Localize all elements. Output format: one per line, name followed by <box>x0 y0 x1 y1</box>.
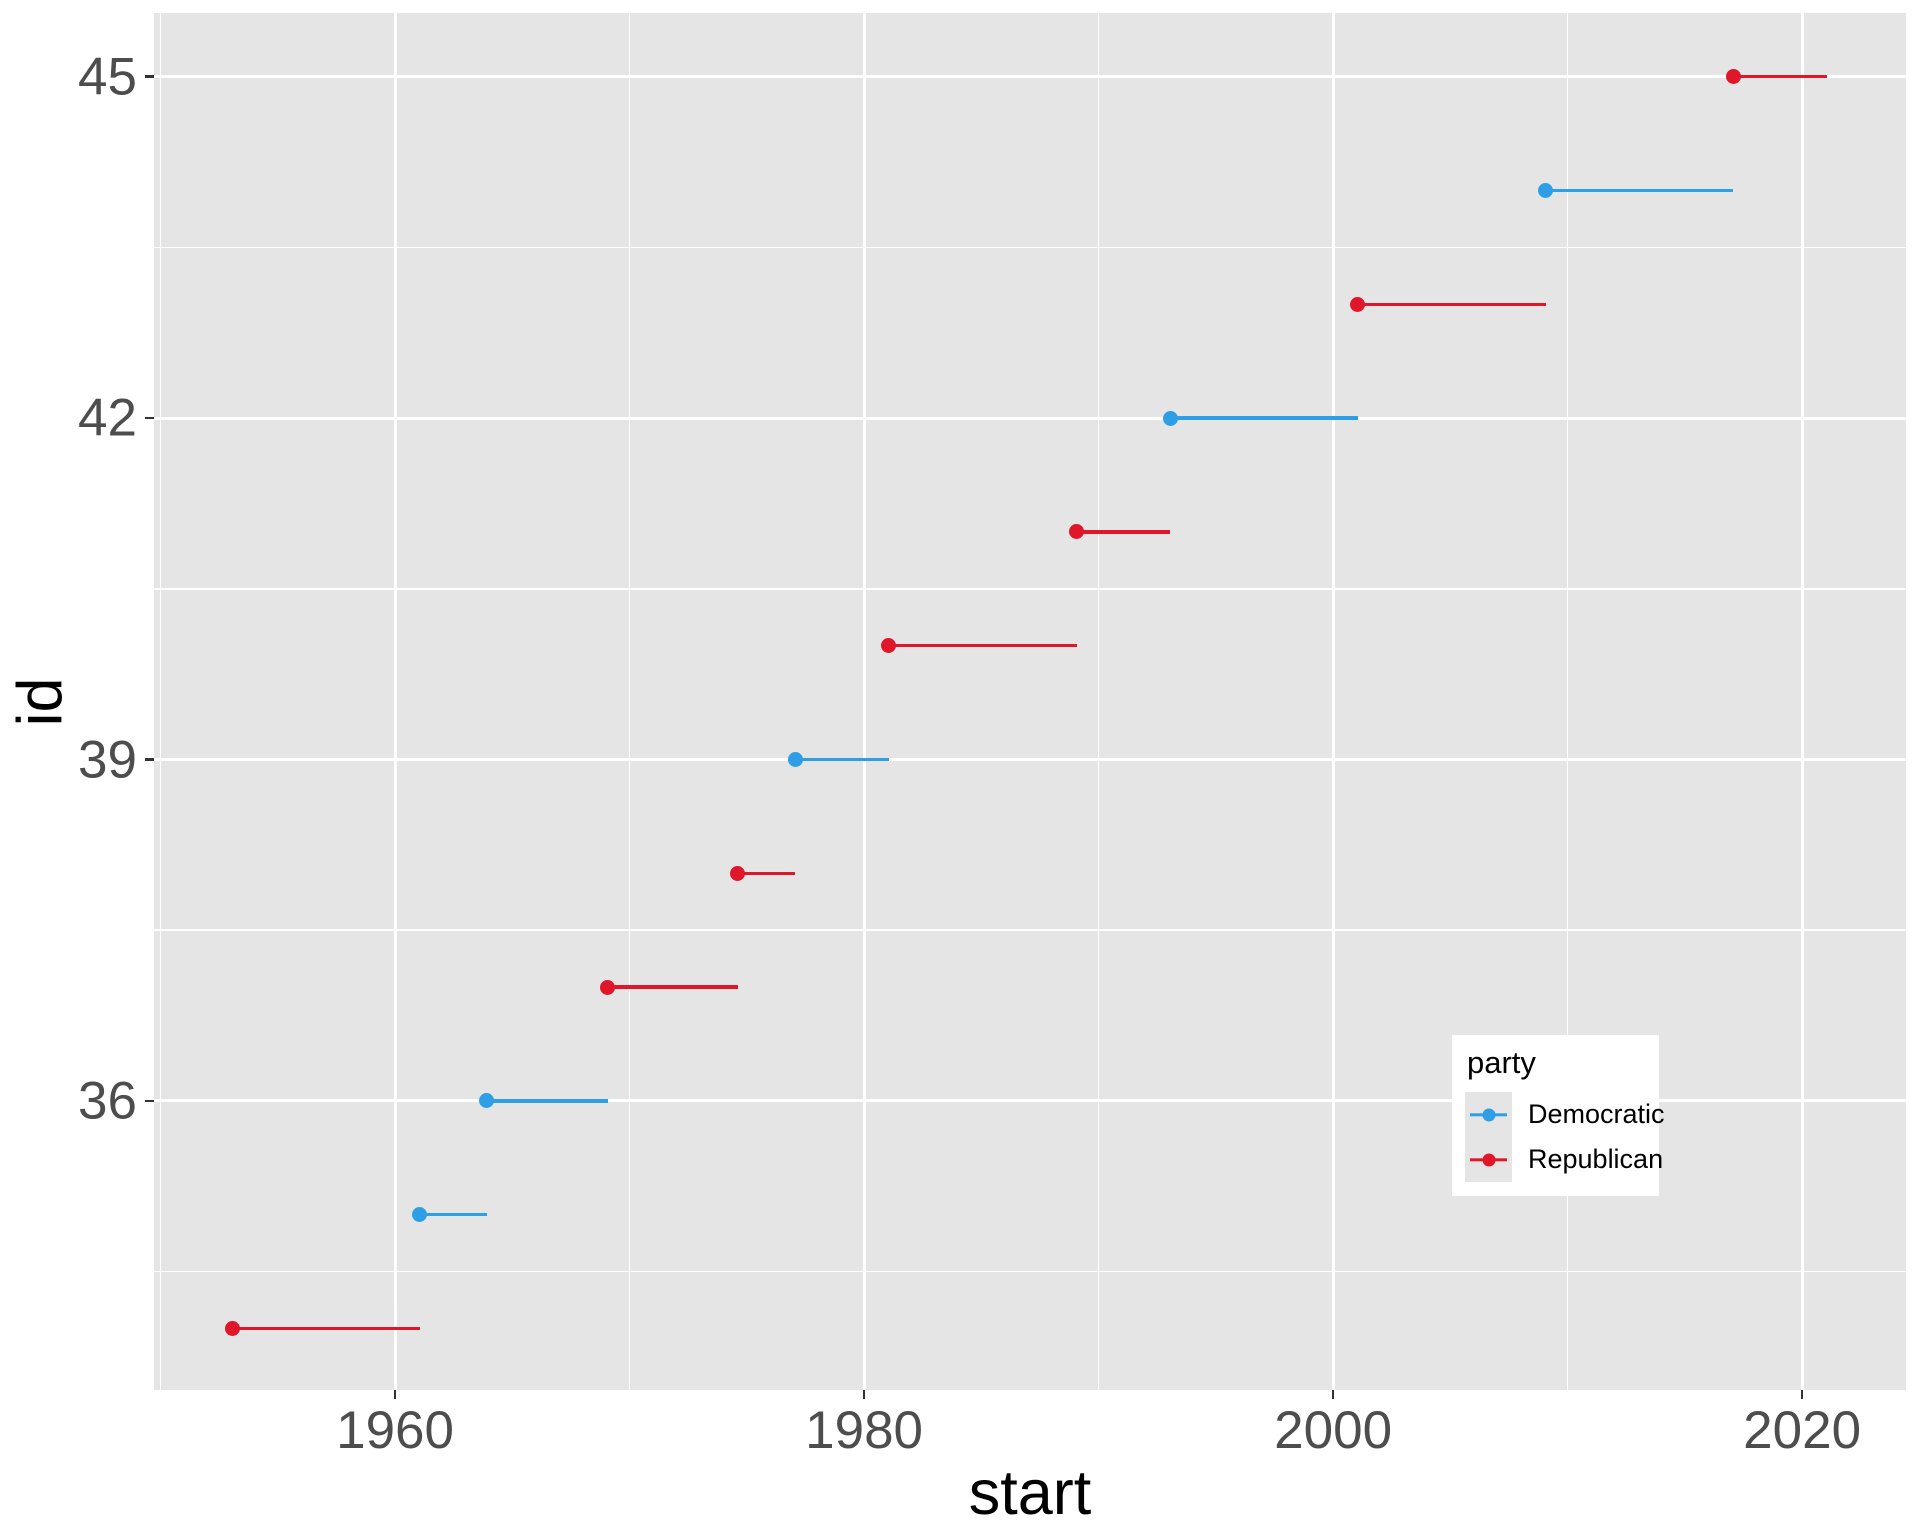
term-segment-id-35 <box>419 1213 487 1217</box>
start-point-id-34 <box>225 1321 241 1337</box>
x-tick-label-1960: 1960 <box>336 1401 455 1460</box>
legend-entry-democratic: Democratic <box>1465 1092 1665 1137</box>
term-segment-id-37 <box>607 985 738 989</box>
y-tick-label-36: 36 <box>78 1071 137 1131</box>
legend-key-democratic <box>1465 1092 1512 1137</box>
term-segment-id-34 <box>232 1326 420 1331</box>
major-gridline-y-36 <box>154 1099 1906 1103</box>
term-segment-id-36 <box>486 1099 608 1103</box>
start-point-id-42 <box>1162 410 1178 426</box>
term-segment-id-44 <box>1545 188 1734 193</box>
legend-key-republican <box>1465 1137 1512 1182</box>
legend-point-icon-democratic <box>1482 1108 1495 1121</box>
legend-entry-republican: Republican <box>1465 1137 1665 1182</box>
y-tick-label-42: 42 <box>78 388 137 448</box>
minor-gridline-y-40.5 <box>154 588 1906 590</box>
y-tick-42 <box>145 416 154 420</box>
start-point-id-43 <box>1350 296 1366 312</box>
minor-gridline-x-1970 <box>628 13 631 1390</box>
major-gridline-y-39 <box>154 758 1906 762</box>
start-point-id-41 <box>1069 524 1085 540</box>
x-tick-1960 <box>393 1390 397 1399</box>
start-point-id-38 <box>730 865 746 881</box>
x-tick-label-2020: 2020 <box>1743 1401 1862 1460</box>
term-segment-id-41 <box>1076 530 1171 534</box>
start-point-id-40 <box>881 638 897 654</box>
start-point-id-37 <box>600 979 616 995</box>
y-tick-36 <box>145 1099 154 1103</box>
x-tick-1980 <box>862 1390 866 1399</box>
x-tick-2000 <box>1331 1390 1335 1399</box>
minor-gridline-x-1950 <box>159 13 162 1390</box>
legend-point-icon-republican <box>1482 1153 1495 1166</box>
term-segment-id-42 <box>1170 416 1358 420</box>
start-point-id-36 <box>479 1093 495 1109</box>
major-gridline-x-2000 <box>1331 13 1335 1390</box>
y-tick-39 <box>145 758 154 761</box>
x-tick-label-1980: 1980 <box>805 1401 924 1460</box>
y-tick-label-45: 45 <box>78 47 137 107</box>
minor-gridline-y-34.5 <box>154 1270 1906 1273</box>
legend-title: party <box>1467 1045 1536 1080</box>
term-segment-id-40 <box>888 644 1077 648</box>
minor-gridline-y-37.5 <box>154 929 1906 932</box>
legend-label-democratic: Democratic <box>1528 1099 1665 1129</box>
major-gridline-y-42 <box>154 416 1906 420</box>
start-point-id-39 <box>787 752 803 768</box>
y-tick-label-39: 39 <box>78 730 137 790</box>
minor-gridline-y-43.5 <box>154 246 1906 249</box>
legend: party Democratic Republican <box>1452 1035 1665 1196</box>
legend-label-republican: Republican <box>1528 1144 1664 1174</box>
start-point-id-35 <box>412 1207 428 1223</box>
y-tick-45 <box>145 75 154 78</box>
legend-rows: Democratic Republican <box>1465 1092 1665 1182</box>
y-axis-title: id <box>5 677 76 727</box>
x-axis-title: start <box>968 1458 1092 1528</box>
term-segment-id-38 <box>737 871 796 876</box>
major-gridline-x-1980 <box>862 13 866 1390</box>
start-point-id-44 <box>1538 183 1554 199</box>
minor-gridline-x-1990 <box>1097 13 1100 1390</box>
term-segment-id-39 <box>795 757 889 762</box>
term-segment-id-43 <box>1357 302 1546 307</box>
minor-gridline-x-2010 <box>1566 13 1569 1390</box>
term-segment-id-45 <box>1733 75 1827 79</box>
x-tick-2020 <box>1800 1390 1804 1399</box>
major-gridline-x-2020 <box>1800 13 1804 1390</box>
x-tick-label-2000: 2000 <box>1274 1401 1393 1460</box>
major-gridline-x-1960 <box>393 13 397 1390</box>
plot-panel <box>154 13 1906 1390</box>
start-point-id-45 <box>1725 69 1741 85</box>
major-gridline-y-45 <box>154 75 1906 79</box>
